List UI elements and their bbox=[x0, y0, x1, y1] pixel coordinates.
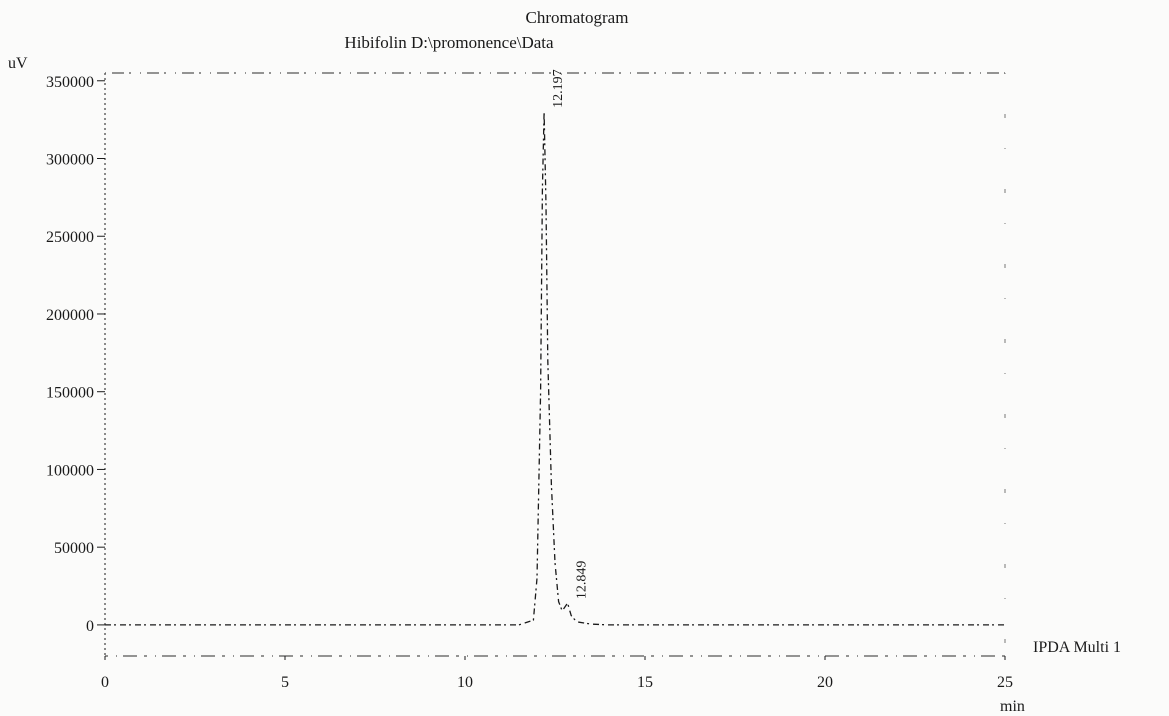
y-axis-label: uV bbox=[8, 55, 28, 72]
y-tick-label: 300000 bbox=[46, 152, 94, 169]
peak-label: 12.197 bbox=[551, 69, 566, 108]
series-line bbox=[105, 111, 1005, 626]
y-tick-label: 150000 bbox=[46, 385, 94, 402]
axis-ticks: 0 50000 100000 150000 200000 250000 300000 3500… bbox=[46, 74, 1013, 691]
axes bbox=[104, 72, 1006, 657]
x-axis-label: min bbox=[1000, 698, 1025, 715]
x-tick-label: 20 bbox=[817, 674, 833, 691]
x-tick-label: 15 bbox=[637, 674, 653, 691]
y-tick-label: 200000 bbox=[46, 307, 94, 324]
peak-label: 12.849 bbox=[575, 561, 590, 600]
x-tick-label: 0 bbox=[101, 674, 109, 691]
y-tick-label: 0 bbox=[86, 618, 94, 635]
series-layer bbox=[105, 111, 1005, 626]
y-tick-label: 100000 bbox=[46, 462, 94, 479]
x-tick-label: 25 bbox=[997, 674, 1013, 691]
chart-title: Chromatogram bbox=[526, 8, 629, 27]
x-tick-label: 5 bbox=[281, 674, 289, 691]
y-tick-label: 250000 bbox=[46, 229, 94, 246]
chart-subtitle: Hibifolin D:\promonence\Data bbox=[344, 33, 554, 52]
y-tick-label: 50000 bbox=[54, 540, 94, 557]
legend-series-name: IPDA Multi 1 bbox=[1033, 639, 1121, 656]
y-tick-label: 350000 bbox=[46, 74, 94, 91]
annotations: 12.197 12.849 bbox=[551, 69, 589, 599]
x-tick-label: 10 bbox=[457, 674, 473, 691]
